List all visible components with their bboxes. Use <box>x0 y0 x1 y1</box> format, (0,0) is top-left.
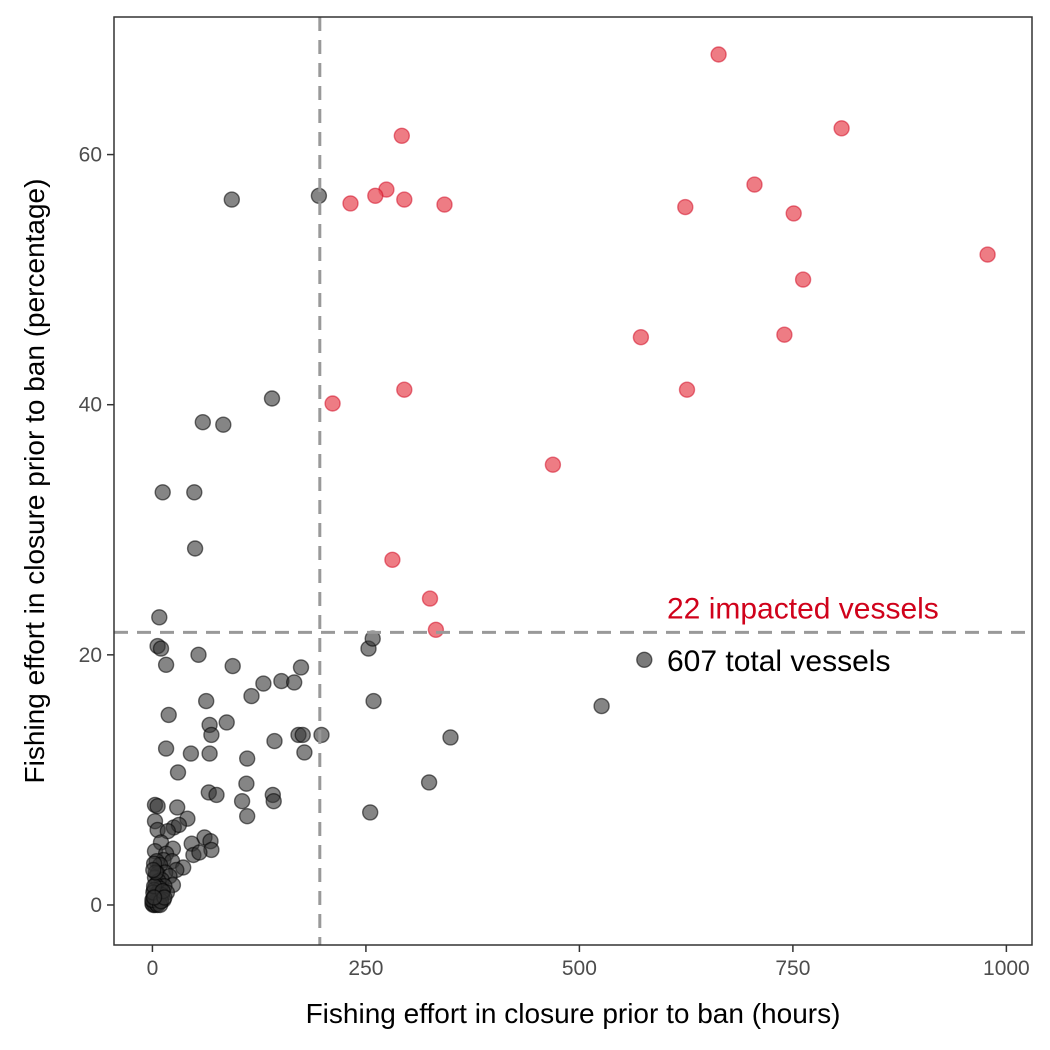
total-vessel-point <box>186 484 203 501</box>
total-vessel-point <box>203 726 220 744</box>
total-vessel-point <box>593 697 610 715</box>
impacted-vessel-point <box>776 326 793 343</box>
y-tick-label: 0 <box>90 894 102 917</box>
total-vessel-point <box>145 889 163 906</box>
impacted-vessel-point <box>421 590 439 607</box>
impacted-vessel-point <box>979 246 996 263</box>
impacted-vessel-point <box>677 198 694 216</box>
x-tick-label: 1000 <box>983 957 1030 980</box>
total-vessel-point <box>154 484 171 501</box>
total-vessel-point <box>191 844 208 861</box>
total-vessel-point <box>365 692 382 710</box>
x-tick-label: 0 <box>147 957 159 980</box>
total-vessel-point <box>255 675 272 692</box>
plot-panel-border <box>113 16 1033 946</box>
total-vessel-point <box>224 657 241 675</box>
impacted-vessel-point <box>436 196 453 213</box>
total-vessel-point <box>149 798 166 815</box>
y-tick-label: 60 <box>79 144 102 167</box>
total-vessel-point <box>182 745 200 762</box>
total-vessels-annotation: 607 total vessels <box>667 645 890 678</box>
total-vessel-point <box>294 726 311 744</box>
impacted-vessel-point <box>785 205 802 222</box>
y-tick-label: 20 <box>79 644 102 667</box>
total-vessel-point <box>194 414 212 431</box>
impacted-vessel-point <box>710 46 727 63</box>
total-vessel-point <box>362 804 379 821</box>
impacted-vessel-point <box>393 127 410 145</box>
total-vessel-point <box>218 714 235 731</box>
axis-ticks: 0 250 500 750 1000 0 20 40 60 <box>79 144 1030 980</box>
x-tick-label: 750 <box>775 957 810 980</box>
x-tick-label: 500 <box>562 957 597 980</box>
y-axis-title: Fishing effort in closure prior to ban (… <box>19 179 50 784</box>
total-vessel-point <box>238 775 255 792</box>
total-vessel-point <box>201 745 218 762</box>
total-vessel-point <box>160 706 177 724</box>
y-tick-label: 40 <box>79 394 102 417</box>
total-vessel-point <box>233 793 251 810</box>
total-vessel-point <box>197 692 215 710</box>
impacted-vessels-annotation: 22 impacted vessels <box>667 592 939 625</box>
impacted-vessel-point <box>367 187 384 205</box>
total-vessel-point <box>442 729 459 746</box>
total-vessel-point <box>190 646 207 663</box>
total-vessel-point <box>266 732 283 750</box>
impacted-vessel-point <box>396 191 413 208</box>
total-vessel-point <box>168 799 186 816</box>
impacted-vessel-point <box>427 621 445 638</box>
impacted-vessel-point <box>794 271 812 288</box>
impacted-vessel-point <box>746 176 763 193</box>
total-vessel-point <box>265 793 282 810</box>
x-tick-label: 250 <box>348 957 383 980</box>
total-vessel-point <box>238 808 256 825</box>
impacted-vessel-point <box>632 329 650 346</box>
total-vessel-point <box>263 390 281 407</box>
total-vessel-point <box>296 744 313 761</box>
total-vessel-point <box>215 416 232 433</box>
total-vessel-point <box>169 764 187 781</box>
points-layer <box>144 46 996 914</box>
impacted-vessel-point <box>384 551 401 568</box>
impacted-vessel-point <box>833 120 850 137</box>
impacted-vessel-point <box>678 381 696 398</box>
total-vessel-point <box>313 726 330 744</box>
total-vessel-point <box>186 540 204 557</box>
total-vessels-legend-point <box>636 651 653 668</box>
total-vessel-point <box>286 674 303 691</box>
total-vessel-point <box>151 609 168 626</box>
total-vessel-point <box>157 656 175 673</box>
impacted-vessel-point <box>396 381 413 398</box>
total-vessel-point <box>157 740 175 757</box>
total-vessel-point <box>238 750 256 767</box>
impacted-vessel-point <box>342 195 359 212</box>
total-vessel-point <box>243 687 260 705</box>
impacted-vessel-point <box>324 395 341 412</box>
total-vessel-point <box>152 640 170 657</box>
x-axis-title: Fishing effort in closure prior to ban (… <box>306 998 841 1029</box>
annotations-layer: 22 impacted vessels 607 total vessels <box>636 592 939 678</box>
total-vessel-point <box>223 191 241 208</box>
impacted-vessel-point <box>544 456 562 473</box>
threshold-lines <box>114 17 1032 945</box>
total-vessel-point <box>208 786 225 804</box>
total-vessel-point <box>420 774 438 791</box>
total-vessel-point <box>145 861 162 879</box>
total-vessel-point <box>292 659 310 676</box>
